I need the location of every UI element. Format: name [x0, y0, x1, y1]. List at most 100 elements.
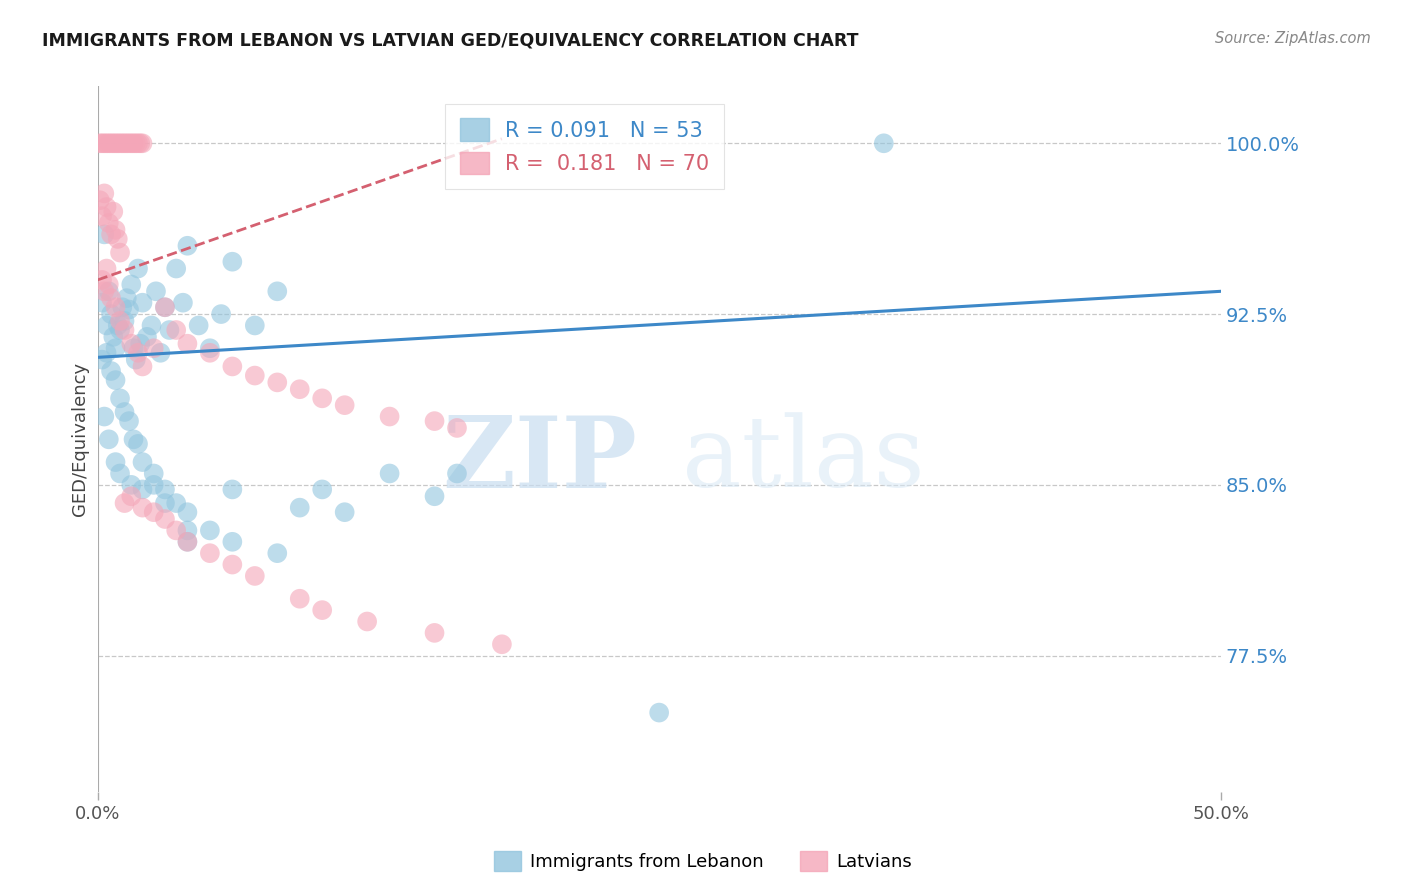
Point [127, 136, 149, 151]
Point [131, 295, 153, 310]
Point [141, 318, 163, 333]
Point [100, 364, 122, 378]
Point [104, 300, 127, 314]
Point [104, 136, 127, 151]
Point [104, 341, 127, 355]
Point [104, 373, 127, 387]
Point [176, 336, 198, 351]
Point [142, 478, 165, 492]
Point [145, 285, 167, 299]
Point [125, 136, 148, 151]
Text: atlas: atlas [682, 413, 924, 508]
Point [198, 346, 221, 360]
Point [118, 414, 141, 428]
Point [107, 136, 129, 151]
Point [198, 341, 221, 355]
Point [288, 591, 311, 606]
Point [120, 136, 142, 151]
Point [91, 352, 114, 367]
Point [111, 136, 134, 151]
Point [165, 323, 187, 337]
Point [243, 318, 266, 333]
Point [120, 336, 142, 351]
Point [104, 455, 127, 469]
Point [103, 330, 125, 344]
Point [97, 433, 120, 447]
Point [118, 136, 141, 151]
Point [114, 314, 136, 328]
Point [172, 295, 194, 310]
Point [97, 136, 120, 151]
Point [114, 323, 136, 337]
Point [131, 359, 153, 374]
Point [91, 295, 114, 310]
Point [266, 376, 288, 390]
Point [221, 254, 243, 268]
Point [142, 505, 165, 519]
Point [91, 273, 114, 287]
Point [131, 136, 153, 151]
Point [100, 227, 122, 242]
Point [176, 505, 198, 519]
Point [131, 500, 153, 515]
Point [96, 200, 118, 214]
Point [97, 277, 120, 292]
Point [221, 483, 243, 497]
Point [93, 409, 115, 424]
Point [165, 261, 187, 276]
Point [115, 136, 138, 151]
Point [97, 285, 120, 299]
Point [423, 414, 446, 428]
Point [176, 534, 198, 549]
Point [120, 478, 142, 492]
Point [153, 300, 176, 314]
Point [108, 467, 131, 481]
Point [165, 496, 187, 510]
Point [107, 232, 129, 246]
Point [153, 300, 176, 314]
Point [100, 136, 122, 151]
Point [221, 359, 243, 374]
Point [108, 392, 131, 406]
Point [91, 209, 114, 223]
Point [266, 285, 288, 299]
Point [311, 392, 333, 406]
Point [89, 136, 111, 151]
Text: Source: ZipAtlas.com: Source: ZipAtlas.com [1215, 31, 1371, 46]
Point [378, 467, 401, 481]
Point [131, 455, 153, 469]
Point [100, 291, 122, 305]
Point [149, 346, 172, 360]
Point [93, 285, 115, 299]
Point [131, 483, 153, 497]
Point [114, 496, 136, 510]
Point [127, 261, 149, 276]
Point [118, 302, 141, 317]
Point [423, 489, 446, 503]
Point [127, 346, 149, 360]
Point [648, 706, 671, 720]
Point [153, 512, 176, 526]
Point [423, 626, 446, 640]
Point [165, 524, 187, 538]
Point [311, 483, 333, 497]
Point [288, 500, 311, 515]
Point [311, 603, 333, 617]
Point [129, 136, 152, 151]
Point [159, 323, 181, 337]
Point [333, 398, 356, 412]
Point [97, 216, 120, 230]
Point [120, 277, 142, 292]
Point [129, 336, 152, 351]
Point [96, 346, 118, 360]
Point [378, 409, 401, 424]
Point [89, 193, 111, 207]
Point [103, 204, 125, 219]
Point [288, 382, 311, 396]
Point [446, 421, 468, 435]
Point [100, 307, 122, 321]
Point [333, 505, 356, 519]
Point [114, 405, 136, 419]
Point [176, 534, 198, 549]
Point [122, 433, 145, 447]
